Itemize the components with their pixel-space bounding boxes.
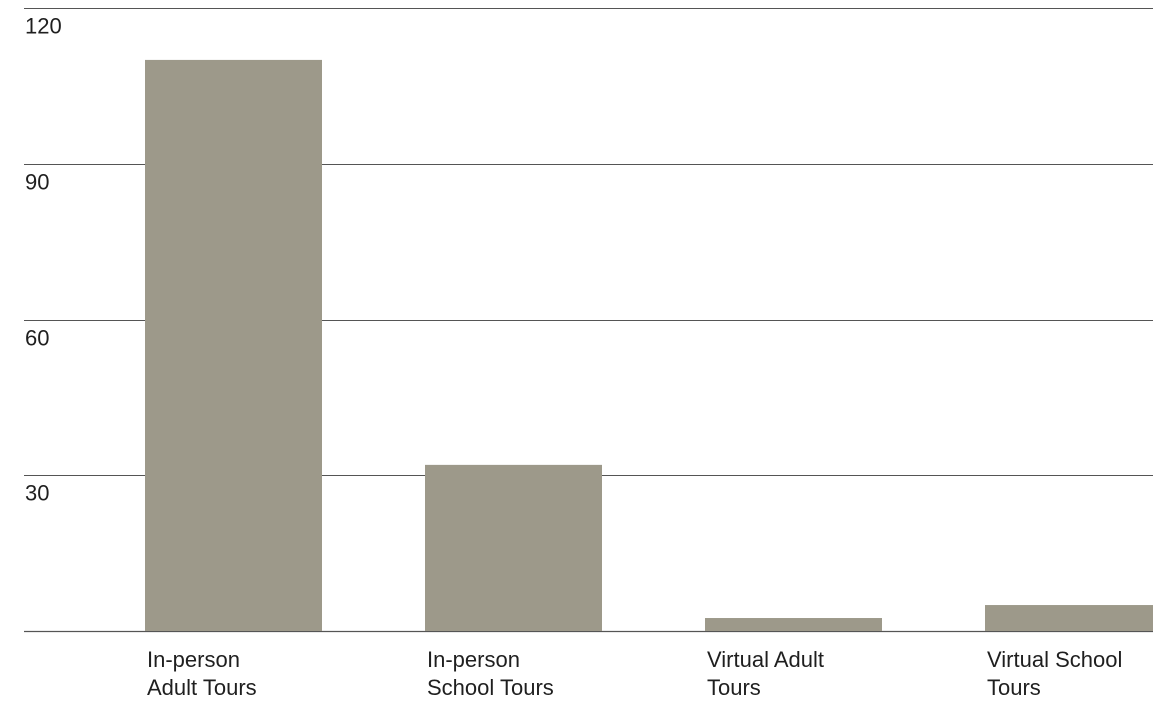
x-tick-label-line: Adult Tours [147,675,257,700]
x-tick-label: In-person Adult Tours [147,647,257,700]
x-tick-label-line: Tours [987,675,1041,700]
x-tick-label-line: School Tours [427,675,554,700]
y-tick-label: 60 [25,326,49,351]
x-tick-label-line: In-person [147,647,240,672]
bar [705,618,882,631]
bar [985,605,1153,631]
y-tick-label: 30 [25,481,49,506]
x-tick-label: Virtual Adult Tours [707,647,824,700]
bar [425,464,602,631]
x-tick-label: In-person School Tours [427,647,554,700]
x-axis-ticks: In-person Adult Tours In-person School Tour… [147,647,1122,700]
y-tick-label: 90 [25,170,49,195]
y-axis-ticks: 30 60 90 120 [25,14,62,506]
x-tick-label-line: Virtual Adult [707,647,824,672]
bars [145,59,1153,631]
x-tick-label-line: Tours [707,675,761,700]
x-tick-label: Virtual School Tours [987,647,1122,700]
y-tick-label: 120 [25,14,62,39]
bar [145,59,322,631]
x-tick-label-line: Virtual School [987,647,1122,672]
x-tick-label-line: In-person [427,647,520,672]
